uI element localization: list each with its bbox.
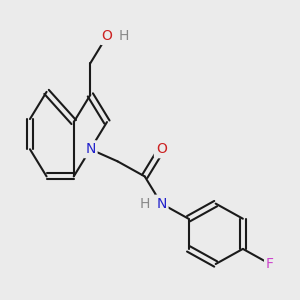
Text: N: N [85,142,95,156]
Text: O: O [156,142,167,156]
Text: N: N [156,196,166,211]
Text: H: H [118,29,129,43]
Text: H: H [140,196,150,211]
Text: O: O [101,29,112,43]
Text: F: F [266,257,274,271]
